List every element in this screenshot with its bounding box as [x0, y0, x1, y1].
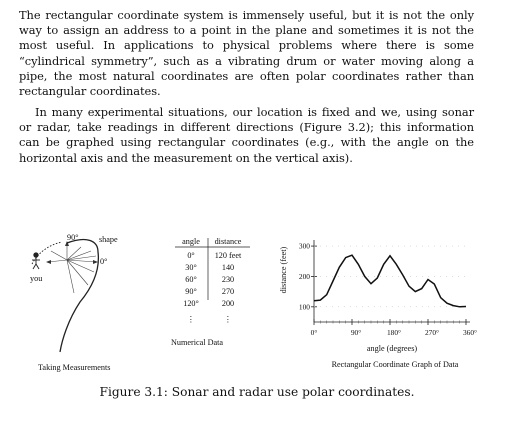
x-tick-labels: 0° 90° 180° 270° 360°: [311, 328, 477, 337]
y-tick-labels: 100 200 300: [299, 242, 310, 312]
y-tick-label: 200: [299, 272, 310, 281]
rectangular-chart: 0° 90° 180° 270° 360° 100 200 300 distance (fe…: [279, 240, 477, 369]
x-tick-marks: [313, 319, 467, 325]
shape-curve: [59, 238, 100, 353]
chart-caption: Rectangular Coordinate Graph of Data: [332, 360, 459, 369]
y-axis-label: distance (feet): [279, 246, 288, 293]
you-label: you: [30, 274, 42, 283]
paragraph-1: The rectangular coordinate system is imm…: [19, 8, 474, 99]
x-tick-label: 360°: [463, 328, 477, 337]
x-tick-label: 90°: [351, 328, 361, 337]
y-tick-label: 100: [299, 302, 310, 311]
series-line: [313, 254, 467, 308]
paragraph-2: In many experimental situations, our loc…: [19, 105, 474, 165]
angle-90-label: 90°: [67, 233, 78, 242]
table-cell-angle-3: 90°: [185, 287, 196, 296]
y-tick-marks: [311, 245, 466, 308]
measurement-caption: Taking Measurements: [38, 363, 110, 372]
data-table: angle distance 0° 120 feet 30° 140 60° 2…: [171, 237, 250, 347]
table-cell-angle-1: 30°: [185, 263, 196, 272]
table-cell-distance-1: 140: [222, 263, 234, 272]
y-tick-label: 300: [299, 242, 310, 251]
table-cell-angle-4: 120°: [183, 299, 199, 308]
x-tick-label: 0°: [311, 328, 318, 337]
arrowheads: [46, 241, 98, 264]
x-tick-label: 270°: [425, 328, 439, 337]
table-header-distance: distance: [215, 237, 242, 246]
shape-label: shape: [99, 235, 118, 244]
table-cell-distance-3: 270: [222, 287, 234, 296]
person-icon: [32, 252, 40, 270]
table-cell-angle-2: 60°: [185, 275, 196, 284]
x-axis-label: angle (degrees): [367, 344, 418, 353]
x-tick-label: 180°: [387, 328, 401, 337]
table-ellipsis-distance: ⋮: [224, 315, 232, 324]
table-cell-distance-4: 200: [222, 299, 234, 308]
measurement-rays: [47, 243, 98, 294]
angle-0-label: 0°: [100, 257, 107, 266]
measurement-panel: 90° shape 0° you Taking Measurements: [30, 233, 118, 372]
table-cell-angle-0: 0°: [187, 251, 194, 260]
table-header-angle: angle: [182, 237, 200, 246]
table-cell-distance-0: 120 feet: [215, 251, 242, 260]
table-cell-distance-2: 230: [222, 275, 234, 284]
table-caption: Numerical Data: [171, 338, 223, 347]
figure-caption: Figure 3.1: Sonar and radar use polar co…: [99, 385, 415, 399]
table-ellipsis-angle: ⋮: [187, 315, 195, 324]
